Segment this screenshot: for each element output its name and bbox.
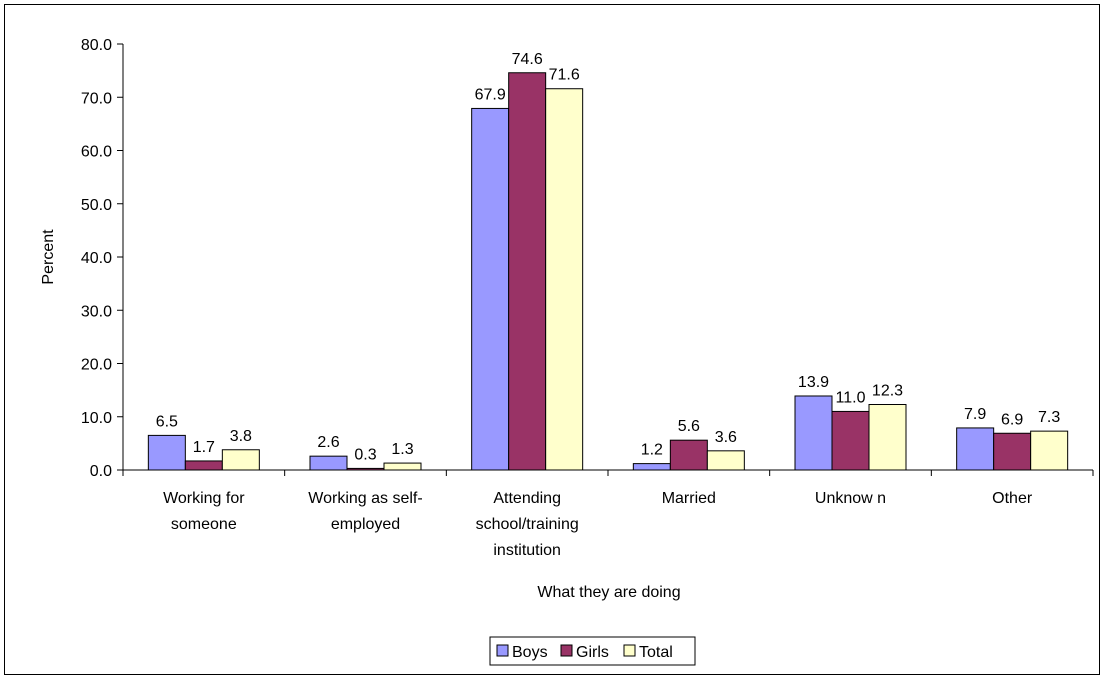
x-axis-label: What they are doing (537, 584, 680, 601)
bar-boys-5 (956, 427, 995, 471)
axes-group (122, 44, 1093, 471)
data-labels-group: 6.5 1.7 3.8 2.6 0.3 1.3 67.9 74.6 71.6 1.2 5.6 3.6 1… (156, 51, 1061, 464)
x-category-label: Unknow n (815, 490, 886, 507)
x-category-label: Working as self-employed (308, 490, 422, 533)
bar-total-2 (545, 88, 584, 471)
x-category-label: Attending school/training institution (476, 490, 579, 559)
data-label-girls-2: 74.6 (512, 51, 543, 68)
y-tick-label: 70.0 (81, 90, 112, 107)
legend-label-total: Total (639, 644, 673, 661)
y-tick-label: 40.0 (81, 250, 112, 267)
legend-label-girls: Girls (576, 644, 609, 661)
x-category-label: Other (992, 490, 1033, 507)
bar-boys-1 (309, 455, 348, 471)
x-axis-title: What they are doing (537, 584, 680, 601)
data-label-total-3: 3.6 (715, 429, 737, 446)
data-label-total-4: 12.3 (872, 383, 903, 400)
y-tick-label: 0.0 (90, 463, 112, 480)
data-label-girls-4: 11.0 (836, 389, 866, 406)
bar-girls-2 (508, 72, 547, 471)
bar-boys-3 (632, 463, 671, 471)
bars-group (147, 72, 1069, 471)
bar-total-3 (706, 450, 745, 471)
data-label-boys-5: 7.9 (964, 406, 986, 423)
y-tick-label: 30.0 (81, 303, 112, 320)
bar-chart: Percent What they are doing 6.5 1.7 3.8 2.6… (40, 37, 1094, 666)
y-tick-label: 80.0 (81, 37, 112, 54)
bar-girls-3 (669, 439, 708, 471)
data-label-boys-1: 2.6 (317, 434, 339, 451)
data-label-boys-2: 67.9 (475, 86, 506, 103)
bar-total-5 (1030, 430, 1069, 471)
bar-boys-4 (794, 395, 833, 471)
x-ticks-group: Working for someone Working as self-employ… (122, 470, 1094, 559)
chart-frame: Percent What they are doing 6.5 1.7 3.8 2.6… (4, 4, 1100, 675)
bar-girls-5 (993, 432, 1032, 471)
y-axis-label: Percent (40, 229, 57, 285)
y-axis-title: Percent (40, 229, 57, 285)
legend: Boys Girls Total (489, 636, 696, 666)
legend-swatch-girls (560, 644, 573, 657)
data-label-boys-3: 1.2 (641, 442, 663, 459)
bar-girls-0 (184, 460, 223, 471)
bar-total-4 (868, 404, 907, 471)
bar-boys-0 (147, 434, 186, 471)
data-label-girls-0: 1.7 (193, 439, 215, 456)
legend-swatch-boys (496, 644, 509, 657)
y-ticks-group: 0.0 10.0 20.0 30.0 40.0 50.0 60.0 70.0 80.0 (81, 37, 123, 480)
data-label-total-5: 7.3 (1038, 409, 1060, 426)
y-tick-label: 20.0 (81, 357, 112, 374)
bar-girls-4 (831, 410, 870, 471)
legend-box (489, 636, 696, 666)
y-tick-label: 50.0 (81, 197, 112, 214)
data-label-boys-4: 13.9 (798, 374, 829, 391)
x-category-label: Working for someone (163, 490, 245, 533)
bar-total-1 (383, 462, 422, 471)
x-category-label: Married (662, 490, 716, 507)
data-label-total-1: 1.3 (391, 441, 413, 458)
data-label-total-2: 71.6 (549, 67, 580, 84)
legend-label-boys: Boys (512, 644, 548, 661)
data-label-girls-5: 6.9 (1001, 411, 1023, 428)
data-label-girls-3: 5.6 (678, 418, 700, 435)
bar-boys-2 (471, 107, 510, 471)
y-tick-label: 60.0 (81, 144, 112, 161)
y-tick-label: 10.0 (81, 410, 112, 427)
data-label-boys-0: 6.5 (156, 413, 178, 430)
data-label-girls-1: 0.3 (354, 446, 376, 463)
data-label-total-0: 3.8 (230, 428, 252, 445)
bar-total-0 (221, 449, 260, 471)
legend-swatch-total (623, 644, 636, 657)
